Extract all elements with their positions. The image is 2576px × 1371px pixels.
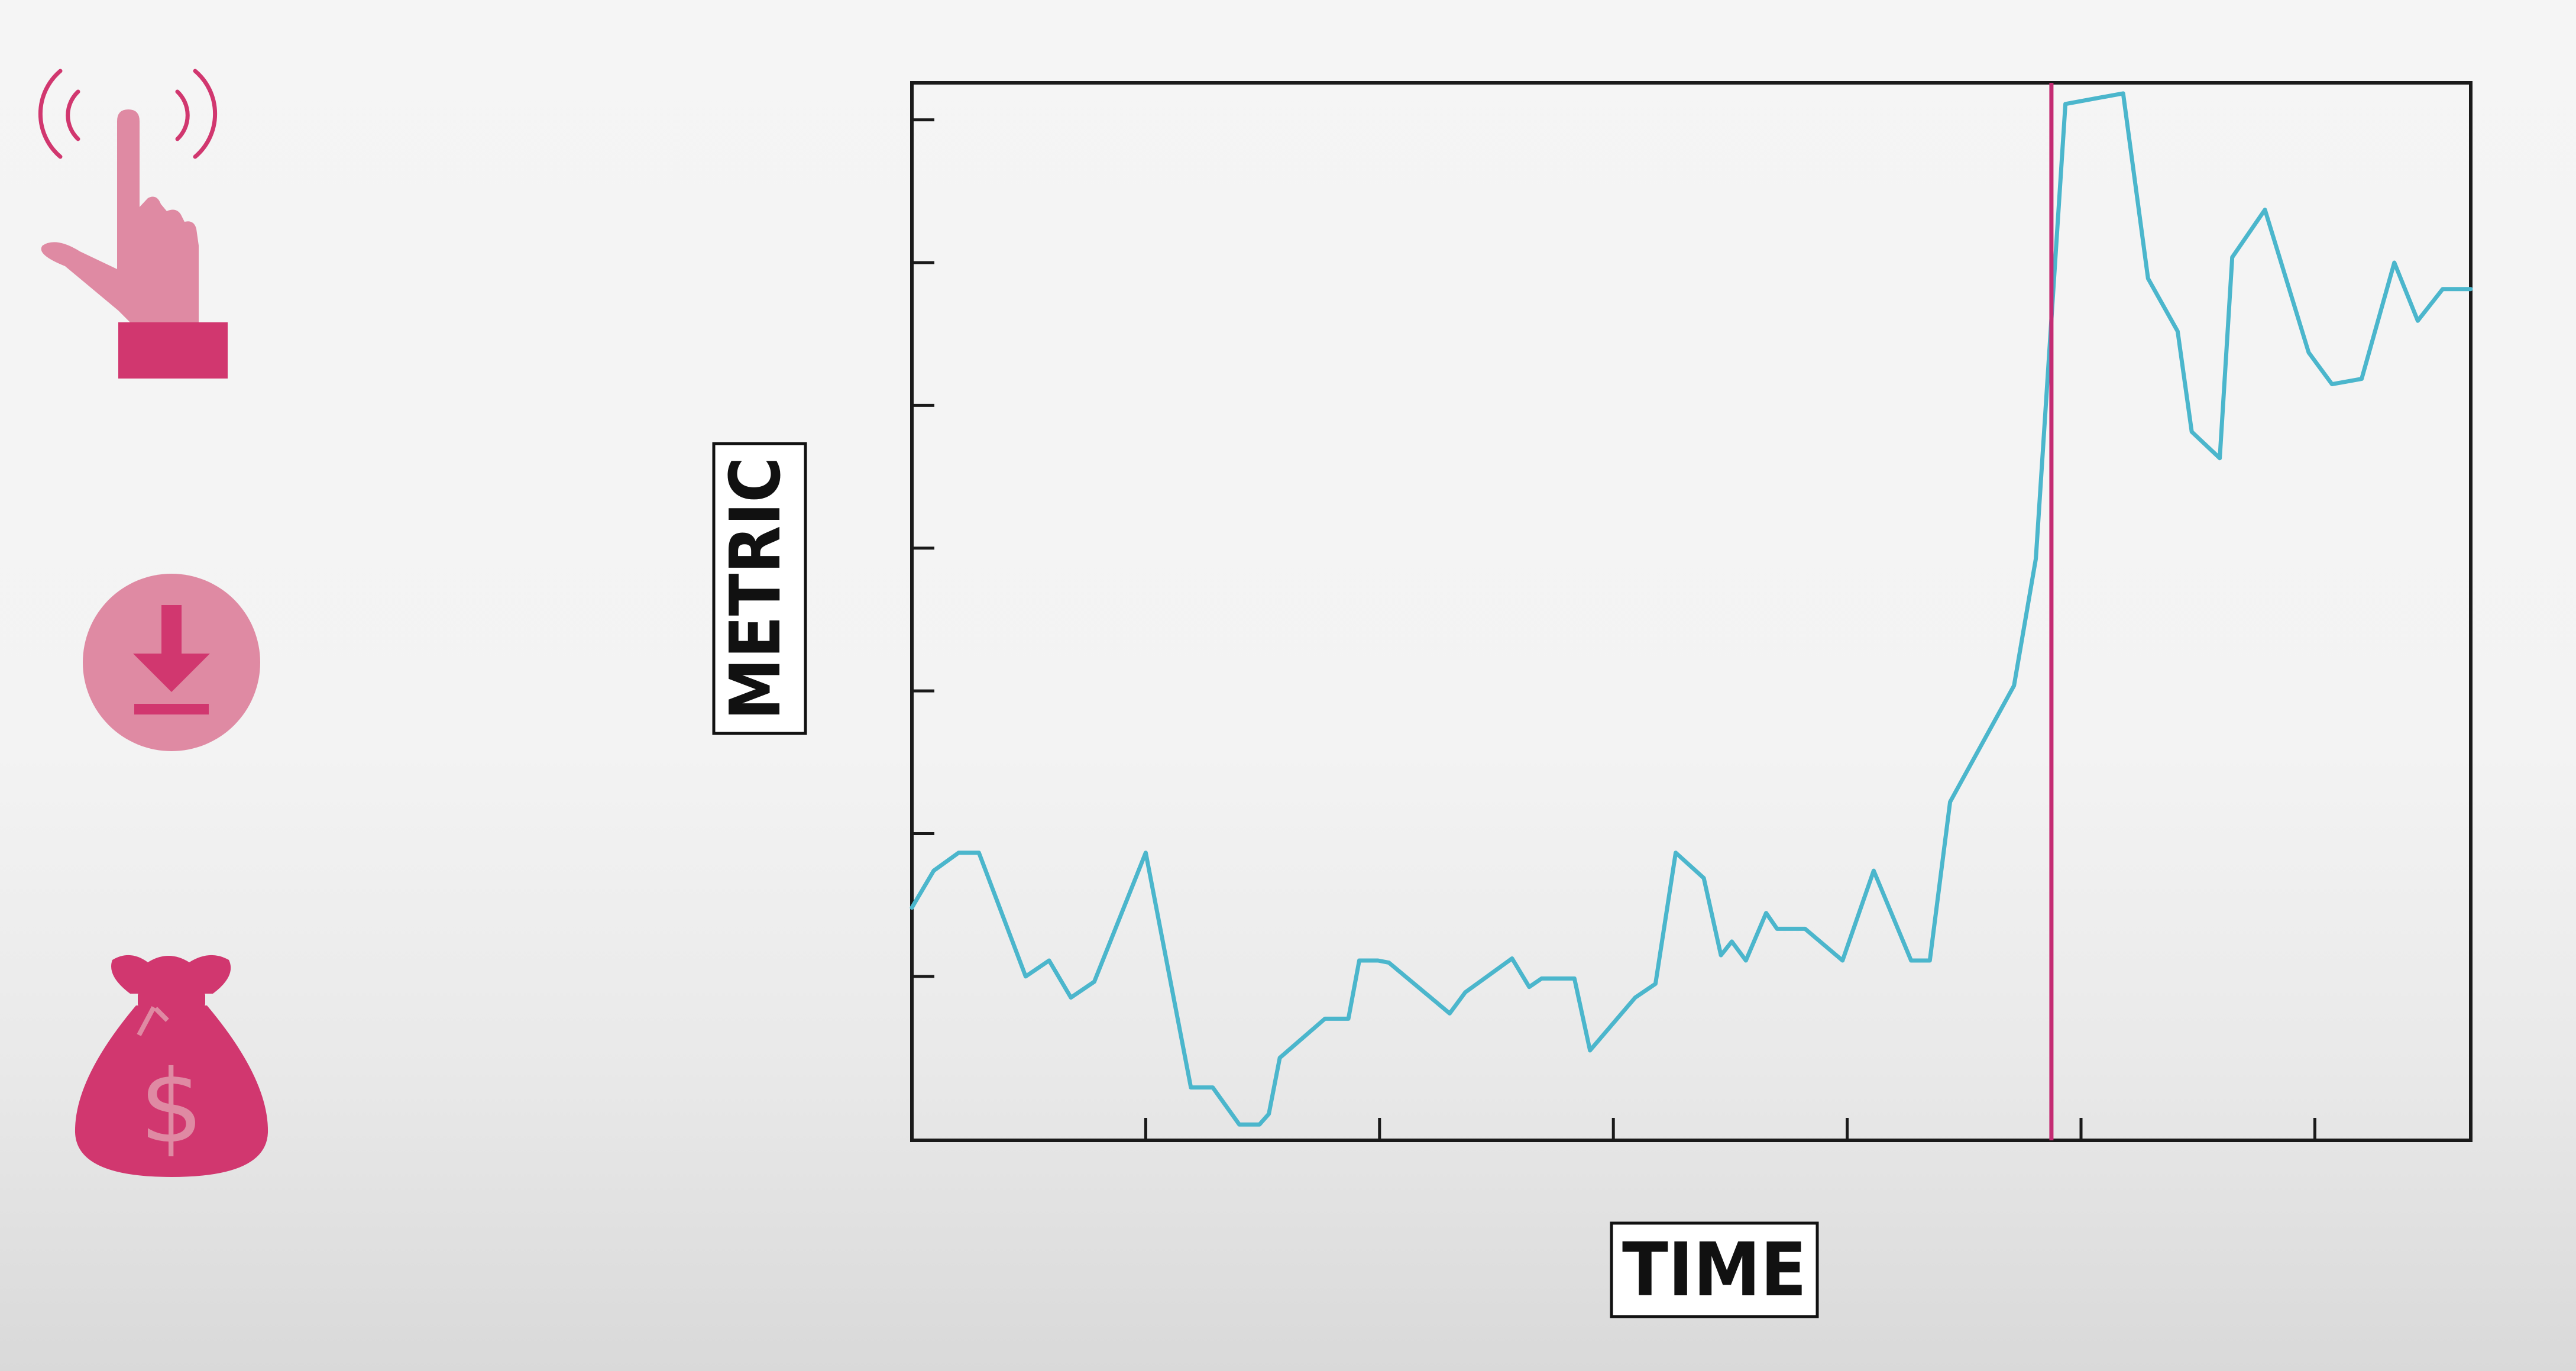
metric-series-line [910, 91, 2473, 1127]
tick-marks [912, 118, 2316, 1140]
y-axis-label-box [712, 442, 807, 735]
download-icon [80, 571, 263, 754]
money-symbol: $ [140, 1049, 203, 1166]
finger-touch-icon [35, 56, 237, 399]
money-bag-icon: $ [74, 949, 269, 1180]
icon-panel: $ [0, 0, 308, 1371]
plot-frame [910, 81, 2473, 1142]
x-axis-label-box [1610, 1221, 1819, 1318]
y-axis-label: METRIC [714, 457, 796, 720]
x-axis-label: TIME [1622, 1227, 1807, 1313]
